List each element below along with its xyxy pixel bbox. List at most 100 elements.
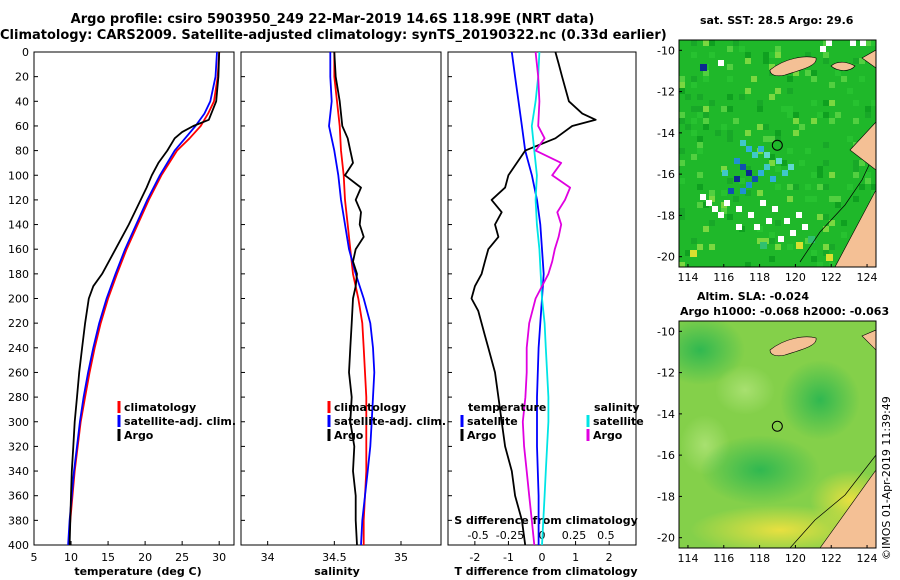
sst-cool-pixel bbox=[740, 140, 746, 146]
legend-label-argo: Argo bbox=[334, 429, 364, 442]
sst-cool-pixel bbox=[782, 170, 788, 176]
sst-gap-pixel bbox=[760, 200, 766, 206]
sla-map-title-line2: Argo h1000: -0.068 h2000: -0.063 bbox=[680, 305, 890, 318]
sst-gap-pixel bbox=[790, 230, 796, 236]
sst-pixel bbox=[811, 118, 817, 124]
depth-tick-label: 340 bbox=[8, 465, 29, 478]
sst-pixel bbox=[763, 58, 769, 64]
sst-pixel bbox=[691, 130, 697, 136]
series-line-temperature-argo bbox=[470, 51, 597, 546]
sst-pixel bbox=[745, 52, 751, 58]
sst-cool-pixel bbox=[764, 152, 770, 158]
depth-tick-label: 200 bbox=[8, 293, 29, 306]
s-diff-tick-label: -0.25 bbox=[496, 529, 524, 542]
depth-tick-label: 100 bbox=[8, 169, 29, 182]
legend-label-argo: Argo bbox=[124, 429, 154, 442]
sla-low-anomaly bbox=[780, 360, 860, 440]
sst-map-frame bbox=[678, 39, 877, 268]
sst-pixel bbox=[871, 184, 876, 190]
sst-pixel bbox=[769, 52, 775, 58]
sst-pixel bbox=[805, 70, 811, 76]
sst-pixel bbox=[829, 100, 835, 106]
sst-pixel bbox=[757, 238, 763, 244]
sst-pixel bbox=[775, 244, 781, 250]
x-tick-label: -1 bbox=[503, 551, 514, 564]
longitude-tick-label: 116 bbox=[713, 271, 734, 284]
sst-gap-pixel bbox=[724, 200, 730, 206]
sst-cool-pixel bbox=[764, 164, 770, 170]
depth-tick-label: 40 bbox=[15, 95, 29, 108]
sst-pixel bbox=[745, 88, 751, 94]
sst-pixel bbox=[829, 82, 835, 88]
sst-pixel bbox=[679, 88, 685, 94]
sst-pixel bbox=[679, 214, 685, 220]
island-land bbox=[830, 61, 856, 71]
sst-pixel bbox=[697, 136, 703, 142]
series-line-temperature-satellite bbox=[510, 51, 545, 545]
sst-pixel bbox=[745, 130, 751, 136]
sst-pixel bbox=[781, 160, 787, 166]
latitude-tick-label: -20 bbox=[657, 251, 675, 264]
sst-pixel bbox=[709, 190, 715, 196]
sst-pixel bbox=[763, 238, 769, 244]
sla-high-anomaly bbox=[715, 365, 775, 415]
depth-tick-label: 380 bbox=[8, 514, 29, 527]
sst-pixel bbox=[811, 76, 817, 82]
latitude-tick-label: -14 bbox=[657, 127, 675, 140]
sst-pixel bbox=[835, 196, 841, 202]
x-tick-label: 25 bbox=[175, 551, 189, 564]
x-tick-label: 34.5 bbox=[322, 551, 347, 564]
sst-pixel bbox=[727, 178, 733, 184]
salinity-axis-label: salinity bbox=[314, 565, 360, 578]
depth-tick-label: 220 bbox=[8, 317, 29, 330]
sst-pixel bbox=[691, 154, 697, 160]
sst-pixel bbox=[733, 118, 739, 124]
sst-pixel bbox=[709, 244, 715, 250]
salinity-legend: climatology satellite-adj. clim. Argo bbox=[327, 401, 446, 442]
sst-pixel bbox=[829, 196, 835, 202]
sst-pixel bbox=[871, 190, 876, 196]
sst-pixel bbox=[679, 160, 685, 166]
argo-float-marker bbox=[771, 139, 783, 151]
x-tick-label: 35 bbox=[394, 551, 408, 564]
sst-pixel bbox=[727, 94, 733, 100]
sst-gap-pixel bbox=[826, 40, 832, 46]
sst-pixel bbox=[769, 136, 775, 142]
sst-pixel bbox=[727, 136, 733, 142]
sst-pixel bbox=[823, 160, 829, 166]
salinity-panel-frame bbox=[240, 51, 442, 546]
t-difference-axis-label: T difference from climatology bbox=[454, 565, 637, 578]
sst-pixel bbox=[829, 244, 835, 250]
depth-tick-label: 120 bbox=[8, 194, 29, 207]
s-diff-tick-label: -0.5 bbox=[467, 529, 488, 542]
sst-pixel bbox=[679, 178, 685, 184]
sst-pixel bbox=[709, 100, 715, 106]
longitude-tick-label: 120 bbox=[785, 552, 806, 565]
s-diff-tick-label: 0.25 bbox=[562, 529, 587, 542]
sst-pixel bbox=[703, 124, 709, 130]
series-line-salinity-argo bbox=[521, 51, 571, 546]
s-diff-tick-label: 0.5 bbox=[597, 529, 615, 542]
sst-pixel bbox=[679, 148, 685, 154]
sst-pixel bbox=[739, 94, 745, 100]
sst-gap-pixel bbox=[754, 224, 760, 230]
longitude-tick-label: 122 bbox=[821, 552, 842, 565]
sst-pixel bbox=[853, 196, 859, 202]
sst-cool-pixel bbox=[770, 176, 776, 182]
depth-tick-label: 260 bbox=[8, 366, 29, 379]
sst-pixel bbox=[763, 52, 769, 58]
sst-pixel bbox=[859, 76, 865, 82]
sst-pixel bbox=[721, 106, 727, 112]
sst-pixel bbox=[787, 76, 793, 82]
sst-pixel bbox=[739, 178, 745, 184]
sst-cool-pixel bbox=[740, 188, 746, 194]
sst-pixel bbox=[703, 226, 709, 232]
legend-label-t-satellite: satellite bbox=[467, 415, 518, 428]
sst-gap-pixel bbox=[850, 40, 856, 46]
sst-pixel bbox=[793, 184, 799, 190]
latitude-tick-label: -20 bbox=[657, 532, 675, 545]
x-tick-label: 15 bbox=[101, 551, 115, 564]
sst-pixel bbox=[763, 124, 769, 130]
temperature-axis-label: temperature (deg C) bbox=[74, 565, 201, 578]
sst-pixel bbox=[775, 88, 781, 94]
